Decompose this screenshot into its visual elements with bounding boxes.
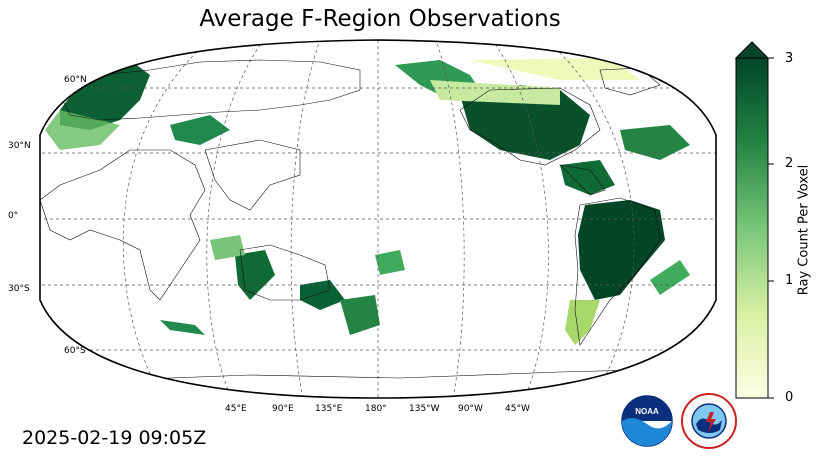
indian-ocean-patch <box>210 235 245 260</box>
europe-edge <box>45 110 120 150</box>
lat-label-30n: 30°N <box>8 141 31 151</box>
lat-label-0: 0° <box>8 211 19 221</box>
atlantic-patch <box>620 125 690 160</box>
colorbar-tick-0: 0 <box>785 390 794 405</box>
south-america-core <box>578 200 665 300</box>
australia-west <box>235 250 275 300</box>
lon-label-135w: 135°W <box>409 404 440 414</box>
arctic-light-band <box>470 58 640 80</box>
south-america-south <box>565 300 600 345</box>
colorbar-gradient <box>735 57 769 399</box>
lon-label-45w: 45°W <box>505 404 530 414</box>
south-pacific-patch <box>375 250 405 275</box>
colorbar-extend-arrow <box>734 41 770 59</box>
central-america-patch <box>560 160 615 195</box>
colorbar-tick-3: 3 <box>785 51 794 66</box>
lon-label-90e: 90°E <box>272 404 294 414</box>
timestamp: 2025-02-19 09:05Z <box>22 427 207 449</box>
lon-label-180: 180° <box>365 404 387 414</box>
lon-label-90w: 90°W <box>458 404 483 414</box>
lat-label-60n: 60°N <box>64 75 87 85</box>
pacific-north-band <box>430 80 560 105</box>
lat-label-30s: 30°S <box>8 284 30 294</box>
noaa-logo: NOAA <box>621 395 673 447</box>
graticule <box>40 40 716 398</box>
ray-count-overlay <box>45 58 690 345</box>
lon-label-45e: 45°E <box>225 404 247 414</box>
australia-east <box>300 280 345 310</box>
nws-logo <box>681 393 737 449</box>
colorbar-tick-2: 2 <box>785 156 794 171</box>
coastlines <box>40 59 661 381</box>
colorbar <box>734 41 774 399</box>
colorbar-label: Ray Count Per Voxel <box>796 164 812 296</box>
lat-label-60s: 60°S <box>64 346 86 356</box>
globe-outline <box>39 39 717 399</box>
map-title: Average F-Region Observations <box>199 6 561 32</box>
europe-high-density <box>60 60 150 130</box>
east-asia-patch <box>170 115 230 145</box>
svg-text:NOAA: NOAA <box>635 407 659 416</box>
tasman-patch <box>340 295 380 335</box>
lon-label-135e: 135°E <box>315 404 343 414</box>
atlantic-north-patch <box>650 260 690 295</box>
southern-ocean-streak <box>160 320 205 335</box>
world-map <box>39 39 717 399</box>
colorbar-tick-1: 1 <box>785 273 794 288</box>
